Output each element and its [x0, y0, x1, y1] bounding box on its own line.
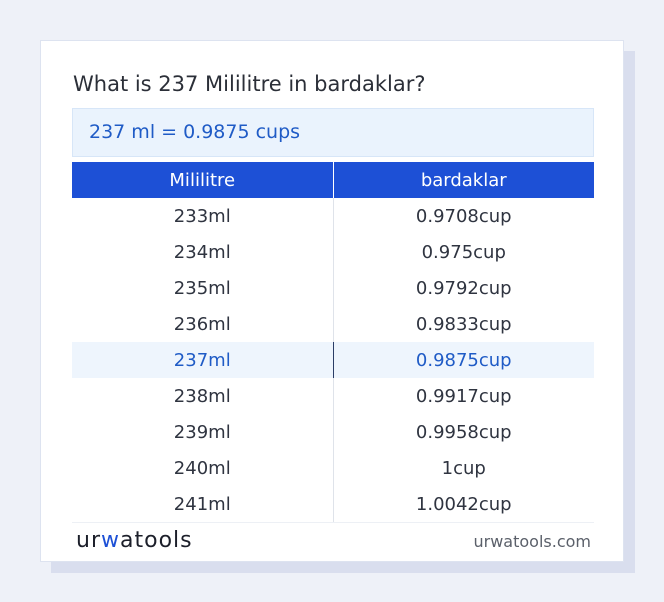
page-title: What is 237 Mililitre in bardaklar? [73, 72, 426, 96]
logo-text-end: atools [120, 528, 193, 553]
table-row: 239ml 0.9958cup [72, 414, 594, 450]
mililitre-cell: 233ml [72, 198, 334, 234]
bardaklar-cell: 0.9875cup [333, 342, 594, 378]
table-row: 240ml 1cup [72, 450, 594, 486]
logo-text-start: ur [76, 528, 101, 553]
table-row: 237ml 0.9875cup [72, 342, 594, 378]
mililitre-cell: 238ml [72, 378, 334, 414]
bardaklar-cell: 1.0042cup [333, 486, 594, 523]
bardaklar-cell: 0.9917cup [415, 385, 512, 407]
bardaklar-cell: 0.9958cup [415, 421, 512, 443]
mililitre-cell: 234ml [72, 234, 334, 270]
column-header-mililitre: Mililitre [72, 162, 334, 198]
table-row: 235ml 0.9792cup [72, 270, 594, 306]
urwatools-logo[interactable]: urwatools [76, 528, 193, 553]
logo-text-accent: w [101, 528, 120, 553]
table-header-row: Mililitre bardaklar [72, 162, 594, 198]
bardaklar-cell: 0.9792cup [415, 277, 512, 299]
table-row: 236ml 0.9833cup [72, 306, 594, 342]
mililitre-cell: 239ml [72, 414, 334, 450]
table-row: 238ml 0.9917cup [72, 378, 594, 414]
bardaklar-cell: 1cup [441, 457, 486, 479]
mililitre-cell: 235ml [72, 270, 334, 306]
mililitre-cell: 236ml [72, 306, 334, 342]
bardaklar-cell: 0.9708cup [415, 205, 512, 227]
column-header-bardaklar: bardaklar [333, 162, 594, 198]
mililitre-cell: 240ml [72, 450, 334, 486]
bardaklar-cell: 0.9833cup [415, 313, 512, 335]
conversion-result: 237 ml = 0.9875 cups [72, 108, 594, 157]
table-row: 241ml 1.0042cup [72, 486, 594, 523]
conversion-card: What is 237 Mililitre in bardaklar? 237 … [40, 40, 624, 562]
table-row: 233ml 0.9708cup [72, 198, 594, 234]
mililitre-cell: 241ml [72, 486, 334, 523]
mililitre-cell: 237ml [72, 342, 334, 378]
conversion-table: Mililitre bardaklar 233ml 0.9708cup 234ml 0… [72, 162, 594, 523]
table-row: 234ml 0.975cup [72, 234, 594, 270]
bardaklar-cell: 0.975cup [421, 241, 506, 263]
site-url[interactable]: urwatools.com [473, 532, 592, 551]
